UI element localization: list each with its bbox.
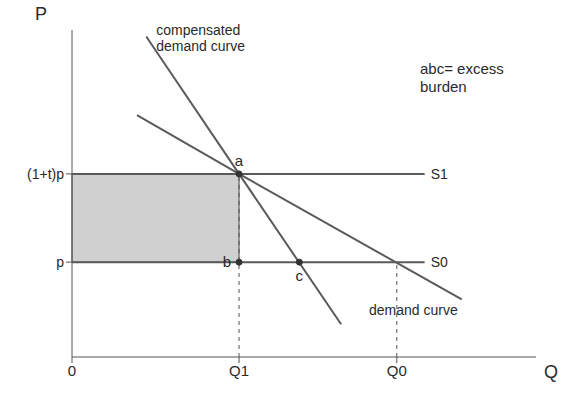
html-text:burden: burden xyxy=(420,78,467,95)
svg-text:Q1: Q1 xyxy=(229,362,249,379)
svg-text:P: P xyxy=(35,4,47,24)
svg-text:0: 0 xyxy=(68,362,76,379)
svg-text:c: c xyxy=(296,267,304,284)
svg-text:compensateddemand curve: compensateddemand curve xyxy=(156,22,245,54)
svg-text:S1: S1 xyxy=(431,166,448,182)
svg-text:(1+t)p: (1+t)p xyxy=(27,166,64,182)
svg-text:Q0: Q0 xyxy=(387,362,407,379)
svg-text:Q: Q xyxy=(544,362,558,382)
svg-text:p: p xyxy=(56,254,64,270)
html-text:abc= excess: abc= excess xyxy=(420,60,504,77)
svg-text:demand curve: demand curve xyxy=(369,302,458,318)
svg-text:b: b xyxy=(223,253,231,270)
svg-text:a: a xyxy=(235,152,244,169)
svg-text:S0: S0 xyxy=(431,254,448,270)
